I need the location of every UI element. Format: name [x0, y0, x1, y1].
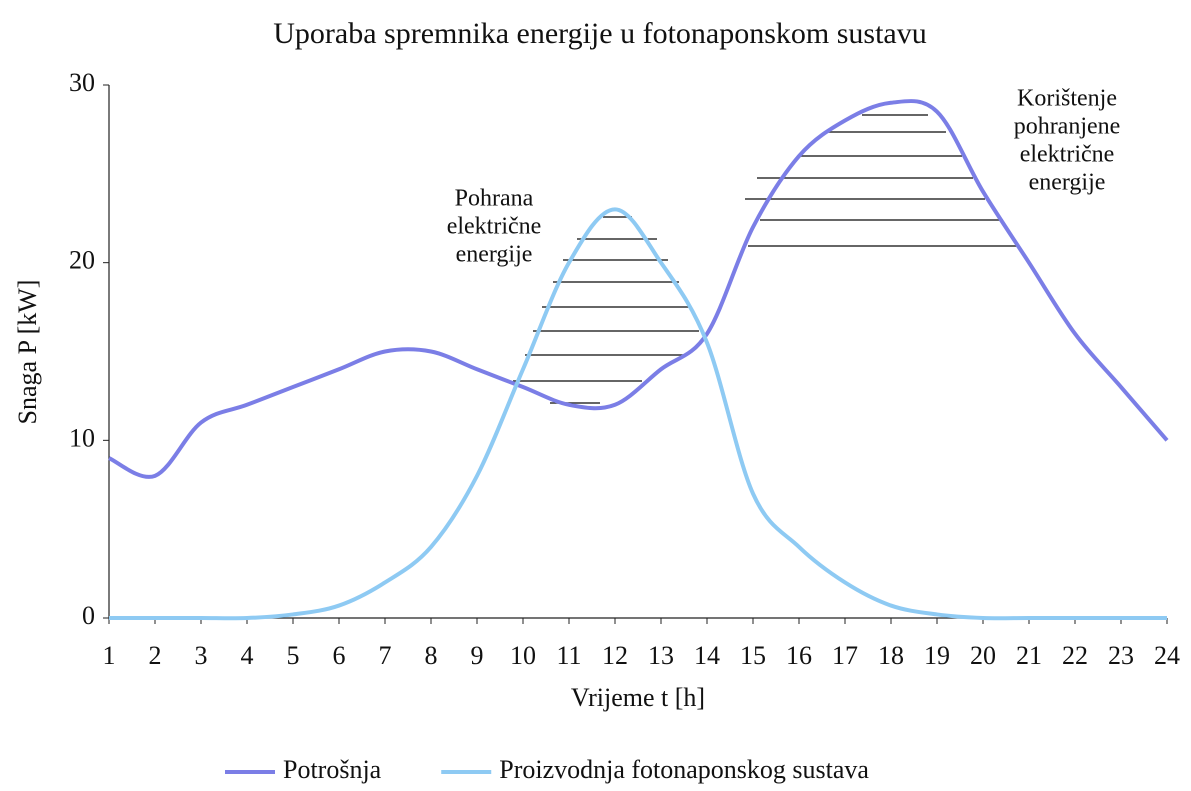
x-tick-label: 9 — [471, 641, 484, 670]
legend-label: Proizvodnja fotonaponskog sustava — [499, 755, 869, 784]
annotation: energije — [456, 242, 533, 268]
x-tick-label: 7 — [379, 641, 392, 670]
y-tick-label: 20 — [69, 246, 95, 275]
x-tick-label: 4 — [241, 641, 254, 670]
annotation: energije — [1029, 170, 1106, 196]
legend-label: Potrošnja — [283, 755, 382, 784]
y-tick-label: 10 — [69, 423, 95, 452]
x-tick-label: 12 — [602, 641, 628, 670]
x-tick-label: 23 — [1108, 641, 1134, 670]
series-line — [109, 207, 1167, 621]
x-tick-label: 15 — [740, 641, 766, 670]
x-tick-label: 20 — [970, 641, 996, 670]
x-tick-label: 18 — [878, 641, 904, 670]
y-axis-label: Snaga P [kW] — [13, 280, 42, 425]
annotation: Pohrana — [455, 186, 534, 212]
x-tick-label: 1 — [103, 641, 116, 670]
annotation: električne — [1020, 142, 1115, 168]
x-tick-label: 14 — [694, 641, 720, 670]
x-tick-label: 6 — [333, 641, 346, 670]
x-tick-label: 17 — [832, 641, 858, 670]
x-tick-label: 11 — [556, 641, 581, 670]
x-axis-label: Vrijeme t [h] — [571, 683, 705, 712]
x-tick-label: 10 — [510, 641, 536, 670]
y-tick-label: 30 — [69, 68, 95, 97]
x-tick-label: 19 — [924, 641, 950, 670]
x-tick-label: 13 — [648, 641, 674, 670]
chart-title: Uporaba spremnika energije u fotonaponsk… — [273, 17, 926, 50]
x-tick-label: 22 — [1062, 641, 1088, 670]
x-tick-label: 24 — [1154, 641, 1180, 670]
annotation: Korištenje — [1017, 86, 1117, 112]
hatching — [513, 114, 1018, 404]
x-tick-label: 5 — [287, 641, 300, 670]
series-line — [108, 99, 1169, 479]
x-tick-label: 2 — [149, 641, 162, 670]
annotation: električne — [447, 214, 542, 240]
x-tick-label: 21 — [1016, 641, 1042, 670]
x-tick-label: 8 — [425, 641, 438, 670]
x-tick-label: 3 — [195, 641, 208, 670]
annotation: pohranjene — [1014, 114, 1121, 140]
x-tick-label: 16 — [786, 641, 812, 670]
y-tick-label: 0 — [82, 601, 95, 630]
